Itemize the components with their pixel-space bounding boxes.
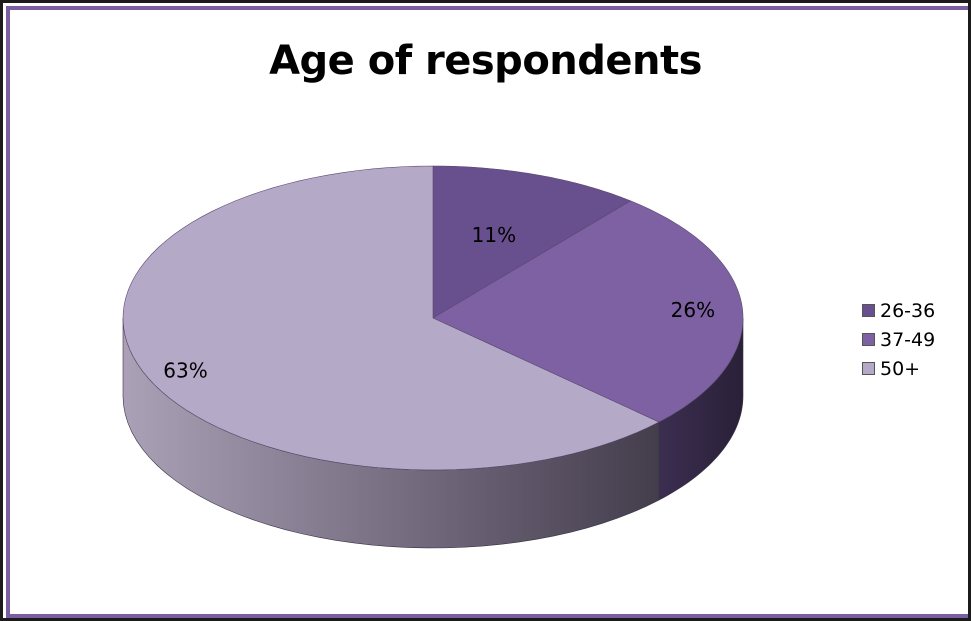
legend-swatch-2 <box>862 362 875 375</box>
legend-item-1: 37-49 <box>862 325 935 354</box>
pie-label-1: 26% <box>671 298 715 322</box>
legend-label-1: 37-49 <box>880 328 936 351</box>
legend-item-2: 50+ <box>862 354 935 383</box>
legend-label-0: 26-36 <box>880 299 936 322</box>
chart-title: Age of respondents <box>269 38 702 84</box>
legend-swatch-1 <box>862 333 875 346</box>
legend-swatch-0 <box>862 304 875 317</box>
pie-label-2: 63% <box>163 359 207 383</box>
legend-item-0: 26-36 <box>862 296 935 325</box>
pie-slice-26-36 <box>432 165 632 319</box>
pie-label-0: 11% <box>472 223 516 247</box>
pie-slice-50+ <box>122 165 660 471</box>
pie-slices <box>122 165 744 471</box>
pie-slice-37-49 <box>432 200 744 423</box>
legend-label-2: 50+ <box>880 357 921 380</box>
pie-labels: 11% 26% 63% <box>163 223 715 382</box>
legend: 26-36 37-49 50+ <box>862 296 935 383</box>
